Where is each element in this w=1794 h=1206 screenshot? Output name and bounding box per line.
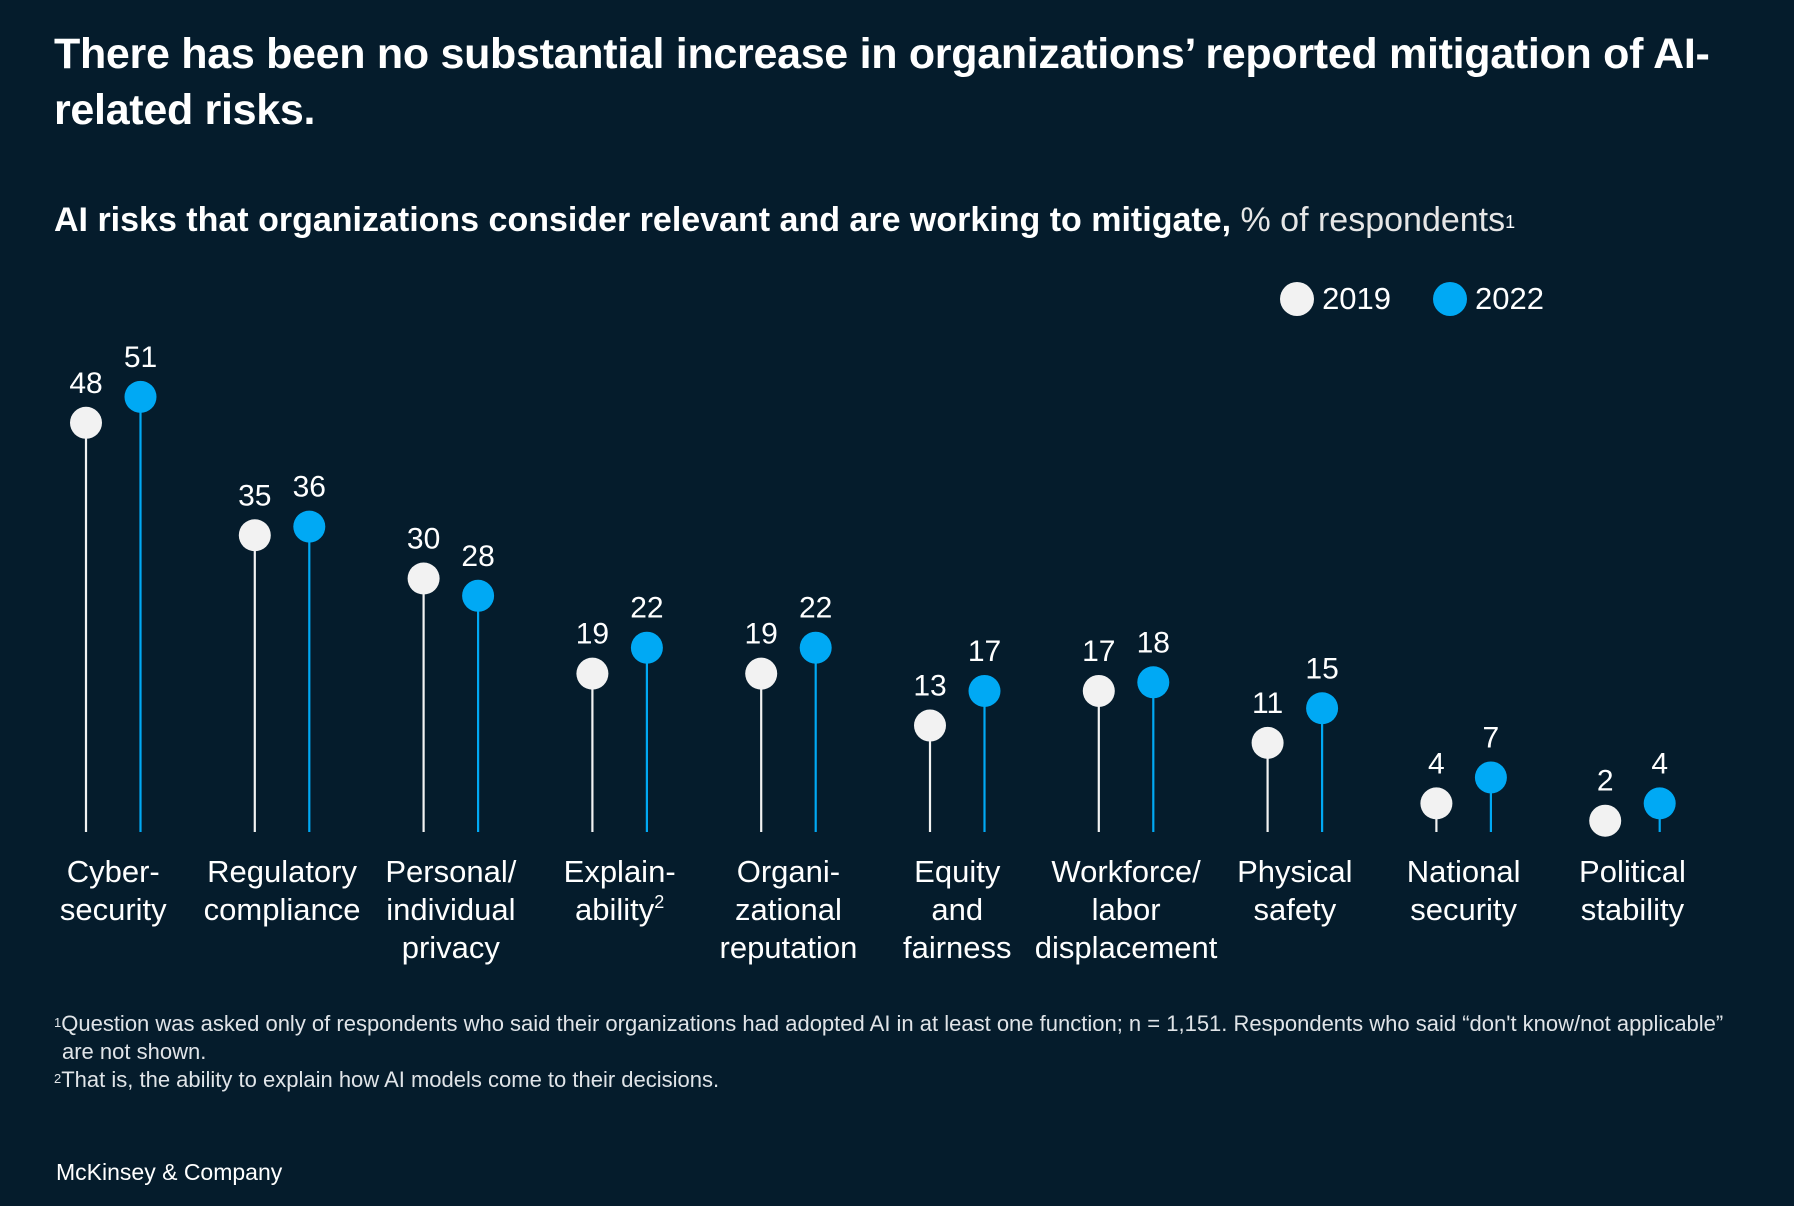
data-label-2019-1: 35 xyxy=(238,479,271,512)
data-label-2019-9: 2 xyxy=(1597,765,1614,798)
data-label-2022-1: 36 xyxy=(293,471,326,504)
category-label-2: Personal/individual privacy xyxy=(385,854,516,965)
point-2022-0 xyxy=(124,380,157,413)
data-label-2022-7: 15 xyxy=(1305,652,1338,685)
legend-swatch-2019 xyxy=(1280,282,1315,316)
legend-label-2019: 2019 xyxy=(1322,281,1392,316)
footnote-1: 1Question was asked only of respondents … xyxy=(54,1010,1754,1066)
category-label-4: Organi-zational reputation xyxy=(720,854,858,965)
data-label-2022-4: 22 xyxy=(799,592,832,625)
category-label-3: Explain-ability2 xyxy=(564,854,676,927)
legend-item-2022: 2022 xyxy=(1433,281,1544,317)
footnotes: 1Question was asked only of respondents … xyxy=(54,1010,1754,1094)
category-label-7: Physical safety xyxy=(1237,854,1352,927)
data-label-2019-7: 11 xyxy=(1252,687,1283,720)
subtitle-main: AI risks that organizations consider rel… xyxy=(54,201,1232,239)
data-label-2022-9: 4 xyxy=(1651,747,1668,780)
data-label-2019-4: 19 xyxy=(745,618,778,651)
category-label-6: Workforce/labor displacement xyxy=(1035,854,1218,965)
data-label-2019-2: 30 xyxy=(407,523,440,556)
point-2022-6 xyxy=(1137,666,1170,699)
chart-legend: 2019 2022 xyxy=(1238,281,1544,317)
category-label-8: National security xyxy=(1407,854,1521,927)
data-label-2022-8: 7 xyxy=(1483,721,1500,754)
point-2022-4 xyxy=(799,631,832,664)
subtitle-footnote-marker: 1 xyxy=(1505,212,1516,232)
point-2019-5 xyxy=(914,709,946,742)
data-label-2019-6: 17 xyxy=(1082,635,1115,668)
data-label-2022-5: 17 xyxy=(968,635,1001,668)
subtitle-unit: % of respondents xyxy=(1231,201,1506,239)
chart-subtitle: AI risks that organizations consider rel… xyxy=(54,196,1515,244)
point-2019-6 xyxy=(1082,674,1115,707)
point-2019-8 xyxy=(1420,787,1453,820)
point-2022-9 xyxy=(1643,787,1676,820)
footnote-2-marker: 2 xyxy=(54,1071,62,1086)
point-2019-0 xyxy=(70,406,102,439)
point-2022-5 xyxy=(968,674,1001,707)
point-2019-4 xyxy=(745,657,778,690)
category-label-9: Political stability xyxy=(1579,854,1686,927)
data-label-2019-8: 4 xyxy=(1428,747,1445,780)
footnote-2: 2That is, the ability to explain how AI … xyxy=(54,1066,1754,1094)
data-label-2022-0: 51 xyxy=(124,341,157,374)
legend-label-2022: 2022 xyxy=(1475,281,1544,316)
data-label-2019-0: 48 xyxy=(69,367,102,400)
legend-swatch-2022 xyxy=(1433,282,1468,316)
footnote-1-marker: 1 xyxy=(54,1015,62,1030)
data-label-2022-2: 28 xyxy=(461,540,494,573)
footnote-1-text: Question was asked only of respondents w… xyxy=(61,1011,1724,1064)
data-label-2019-3: 19 xyxy=(576,618,609,651)
footnote-2-text: That is, the ability to explain how AI m… xyxy=(61,1067,720,1092)
point-2019-7 xyxy=(1251,726,1284,759)
category-label-0: Cyber-security xyxy=(60,854,167,927)
category-label-5: Equity and fairness xyxy=(903,854,1012,965)
data-label-2019-5: 13 xyxy=(913,670,946,703)
point-2022-1 xyxy=(293,510,326,543)
category-label-1: Regulatory compliance xyxy=(204,854,361,927)
point-2022-8 xyxy=(1474,761,1507,794)
legend-item-2019: 2019 xyxy=(1280,281,1391,317)
point-2019-3 xyxy=(576,657,609,690)
point-2022-3 xyxy=(630,631,663,664)
point-2022-2 xyxy=(462,579,495,612)
point-2019-1 xyxy=(238,519,271,552)
point-2019-2 xyxy=(407,562,440,595)
chart-title: There has been no substantial increase i… xyxy=(54,30,1710,134)
point-2019-9 xyxy=(1589,804,1622,837)
point-2022-7 xyxy=(1306,692,1339,725)
brand-logo-text: McKinsey & Company xyxy=(56,1159,283,1185)
data-label-2022-6: 18 xyxy=(1137,626,1170,659)
data-label-2022-3: 22 xyxy=(630,592,663,625)
